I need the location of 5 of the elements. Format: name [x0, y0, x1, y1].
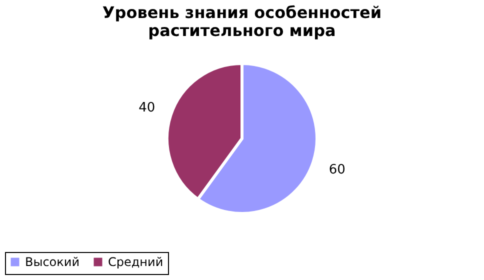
chart-title: Уровень знания особенностей растительного мира [102, 3, 382, 40]
legend-label: Средний [108, 255, 164, 269]
legend-label: Высокий [25, 255, 80, 269]
data-label: 60 [328, 162, 346, 178]
data-label: 40 [138, 100, 156, 116]
